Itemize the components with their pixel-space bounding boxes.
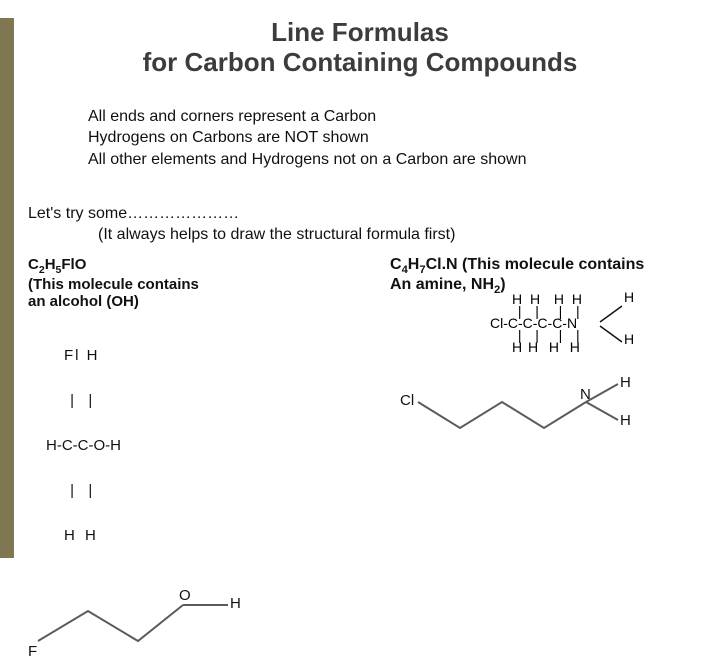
- rlbl-ht: H: [620, 374, 631, 391]
- rf-h: H: [408, 256, 420, 273]
- title-line-1: Line Formulas: [271, 17, 449, 47]
- st-bt: | |: [64, 393, 338, 408]
- rule-3: All other elements and Hydrogens not on …: [88, 149, 720, 171]
- lbl-h: H: [230, 595, 241, 612]
- f-suf: FlO: [61, 256, 86, 273]
- rule-2: Hydrogens on Carbons are NOT shown: [88, 127, 720, 149]
- rlbl-cl: Cl: [400, 392, 414, 409]
- rlbl-hb: H: [620, 412, 631, 429]
- lets-line-2: (It always helps to draw the structural …: [98, 224, 720, 246]
- left-line-formula: F O H: [28, 583, 338, 663]
- f-c: C: [28, 256, 39, 273]
- lets-line-1: Let's try some…………………: [28, 205, 239, 222]
- rst-hb: H H H H: [512, 340, 581, 354]
- left-desc-1: (This molecule contains: [28, 276, 338, 293]
- st-top: Fl H: [64, 348, 338, 363]
- rules-block: All ends and corners represent a Carbon …: [88, 106, 720, 171]
- right-line-svg: [400, 380, 700, 450]
- lets-try: Let's try some………………… (It always helps t…: [28, 203, 720, 246]
- rf-rest: Cl.N (This molecule contains: [426, 256, 645, 273]
- rlbl-n: N: [580, 386, 591, 403]
- lbl-o: O: [179, 587, 191, 604]
- right-structural: H H H H | | | | Cl-C-C-C-C-N | | | | H H…: [490, 292, 720, 362]
- rst-hrt: H: [624, 290, 634, 304]
- slide-title: Line Formulas for Carbon Containing Comp…: [0, 18, 720, 78]
- accent-bar: [0, 18, 14, 558]
- right-line-formula: Cl N H H: [400, 380, 720, 450]
- right-example: C4H7Cl.N (This molecule contains An amin…: [390, 256, 720, 450]
- right-formula: C4H7Cl.N (This molecule contains: [390, 256, 720, 276]
- lbl-f: F: [28, 643, 37, 660]
- st-bot: H H: [64, 528, 338, 543]
- left-formula: C2H5FlO: [28, 256, 338, 276]
- left-example: C2H5FlO (This molecule contains an alcoh…: [28, 256, 338, 663]
- rd-pre: An amine, NH: [390, 276, 494, 293]
- st-bb: | |: [64, 483, 338, 498]
- rf-c: C: [390, 256, 402, 273]
- rst-hrb: H: [624, 332, 634, 346]
- left-desc-2: an alcohol (OH): [28, 293, 338, 310]
- rule-1: All ends and corners represent a Carbon: [88, 106, 720, 128]
- title-line-2: for Carbon Containing Compounds: [143, 47, 578, 77]
- st-mid: H-C-C-O-H: [46, 438, 338, 453]
- f-h: H: [45, 256, 56, 273]
- rd-post: ): [500, 276, 505, 293]
- left-line-svg: [28, 583, 248, 663]
- left-structural: Fl H | | H-C-C-O-H | | H H: [64, 318, 338, 573]
